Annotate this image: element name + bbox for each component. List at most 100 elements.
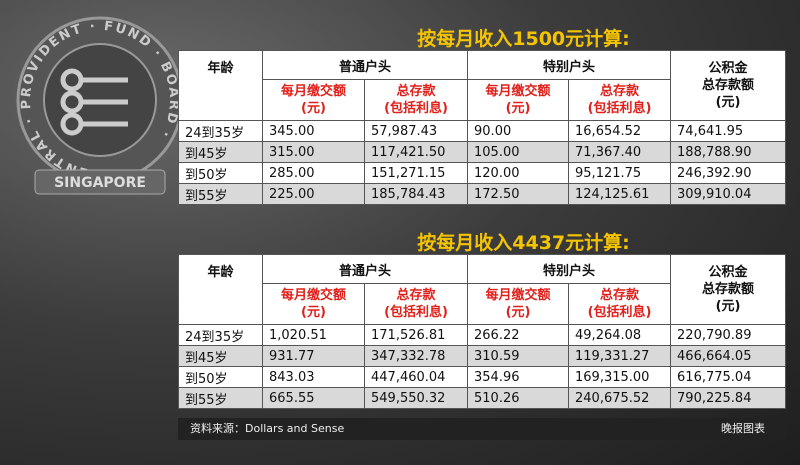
- cell: 843.03: [262, 366, 365, 388]
- line: (元): [715, 95, 741, 110]
- subheader-cell: 每月缴交额 (元): [262, 79, 365, 121]
- subheader-cell: 每月缴交额 (元): [467, 283, 570, 325]
- cell: 124,125.61: [568, 183, 672, 205]
- subheader-cell: 总存款 (包括利息): [363, 79, 469, 121]
- cell: 315.00: [262, 141, 365, 163]
- cell: 345.00: [262, 120, 365, 142]
- header-row: 年龄 普通户头 特别户头 公积金 总存款额 (元): [178, 254, 787, 325]
- data-row: 到55岁 665.55 549,550.32 510.26 240,675.52 790,…: [178, 387, 787, 409]
- cell: 266.22: [467, 324, 570, 346]
- line: (元): [505, 305, 531, 320]
- cell: 到55岁: [178, 387, 263, 409]
- line: 总存款: [396, 84, 436, 99]
- table: 年龄 普通户头 特别户头 公积金 总存款额 (元) 每月缴交额 (元) 总存款 (包括利息) 每月缴…: [178, 254, 787, 409]
- cell: 285.00: [262, 162, 365, 184]
- cell: 到50岁: [178, 162, 263, 184]
- line: (包括利息): [384, 101, 448, 116]
- cell: 466,664.05: [670, 345, 787, 367]
- cell: 240,675.52: [568, 387, 672, 409]
- cell: 347,332.78: [363, 345, 469, 367]
- line: 每月缴交额: [485, 84, 551, 99]
- cell: 549,550.32: [363, 387, 469, 409]
- subheader-cell: 每月缴交额 (元): [262, 283, 365, 325]
- line: (元): [301, 305, 326, 320]
- cell: 171,526.81: [363, 324, 469, 346]
- footer: 资料来源：Dollars and Sense 晚报图表: [178, 418, 785, 440]
- header-cell: 年龄: [178, 50, 263, 121]
- header-cell: 特别户头: [467, 50, 672, 80]
- cell: 790,225.84: [670, 387, 787, 409]
- data-row: 到55岁 225.00 185,784.43 172.50 124,125.61 309,…: [178, 183, 787, 205]
- line: 每月缴交额: [485, 288, 551, 303]
- cell: 931.77: [262, 345, 365, 367]
- cell: 24到35岁: [178, 324, 263, 346]
- subheader-cell: 总存款 (包括利息): [568, 283, 672, 325]
- line: (包括利息): [587, 305, 652, 320]
- header-row: 年龄 普通户头 特别户头 公积金总存款额 (元): [178, 50, 787, 121]
- subheader-cell: 每月缴交额 (元): [467, 79, 570, 121]
- line: 总存款: [600, 84, 640, 99]
- cell: 447,460.04: [363, 366, 469, 388]
- line: 总存款: [396, 288, 436, 303]
- cell: 1,020.51: [262, 324, 365, 346]
- line: 每月缴交额: [280, 84, 346, 99]
- logo-banner: SINGAPORE: [54, 175, 146, 191]
- cell: 119,331.27: [568, 345, 672, 367]
- data-row: 到50岁 285.00 151,271.15 120.00 95,121.75 246,3…: [178, 162, 787, 184]
- data-row: 到45岁 315.00 117,421.50 105.00 71,367.40 188,7…: [178, 141, 787, 163]
- data-row: 到45岁 931.77 347,332.78 310.59 119,331.27 466,…: [178, 345, 787, 367]
- line: 总存款: [600, 288, 640, 303]
- cell: 665.55: [262, 387, 365, 409]
- line: (元): [505, 101, 531, 116]
- header-cell: 公积金总存款额 (元): [670, 50, 787, 121]
- cell: 95,121.75: [568, 162, 672, 184]
- line: 公积金: [708, 61, 748, 76]
- data-row: 到50岁 843.03 447,460.04 354.96 169,315.00 616,…: [178, 366, 787, 388]
- cell: 71,367.40: [568, 141, 672, 163]
- header-cell: 普通户头: [261, 50, 469, 80]
- cell: 220,790.89: [670, 324, 787, 346]
- credit: 晚报图表: [721, 422, 765, 435]
- line: (元): [715, 299, 741, 314]
- cell: 246,392.90: [670, 162, 787, 184]
- cell: 105.00: [467, 141, 570, 163]
- data-row: 24到35岁 345.00 57,987.43 90.00 16,654.52 74,64…: [178, 120, 787, 142]
- table-title: 按每月收入1500元计算:: [417, 28, 630, 50]
- cell: 57,987.43: [363, 120, 469, 142]
- logo: CENTRAL · PROVIDENT · FUND · BOARD · SIN…: [16, 16, 184, 195]
- cell: 188,788.90: [670, 141, 787, 163]
- header-cell: 年龄: [178, 254, 263, 325]
- data-row: 24到35岁 1,020.51 171,526.81 266.22 49,264.08 2…: [178, 324, 787, 346]
- cell: 172.50: [467, 183, 570, 205]
- line: (包括利息): [587, 101, 652, 116]
- line: 每月缴交额: [280, 288, 346, 303]
- cell: 309,910.04: [670, 183, 787, 205]
- cell: 310.59: [467, 345, 570, 367]
- cell: 16,654.52: [568, 120, 672, 142]
- subheader-cell: 总存款 (包括利息): [363, 283, 469, 325]
- subheader-row: 每月缴交额 (元) 总存款 (包括利息) 每月缴交额 (元) 总存款 (包括利息): [179, 79, 786, 121]
- header-cell: 普通户头: [261, 254, 469, 284]
- line: 公积金: [708, 265, 748, 280]
- line: 总存款额: [702, 78, 755, 93]
- line: (包括利息): [384, 305, 448, 320]
- cell: 到50岁: [178, 366, 263, 388]
- cell: 225.00: [262, 183, 365, 205]
- cell: 117,421.50: [363, 141, 469, 163]
- cell: 120.00: [467, 162, 570, 184]
- subheader-cell: 总存款 (包括利息): [568, 79, 672, 121]
- source: 资料来源：Dollars and Sense: [190, 422, 345, 435]
- line: 总存款额: [702, 282, 755, 297]
- line: (元): [301, 101, 326, 116]
- cell: 151,271.15: [363, 162, 469, 184]
- cell: 到45岁: [178, 345, 263, 367]
- cell: 90.00: [467, 120, 570, 142]
- cell: 到45岁: [178, 141, 263, 163]
- cell: 到55岁: [178, 183, 263, 205]
- cell: 74,641.95: [670, 120, 787, 142]
- cell: 49,264.08: [568, 324, 672, 346]
- cell: 510.26: [467, 387, 570, 409]
- cell: 24到35岁: [178, 120, 263, 142]
- cell: 185,784.43: [363, 183, 469, 205]
